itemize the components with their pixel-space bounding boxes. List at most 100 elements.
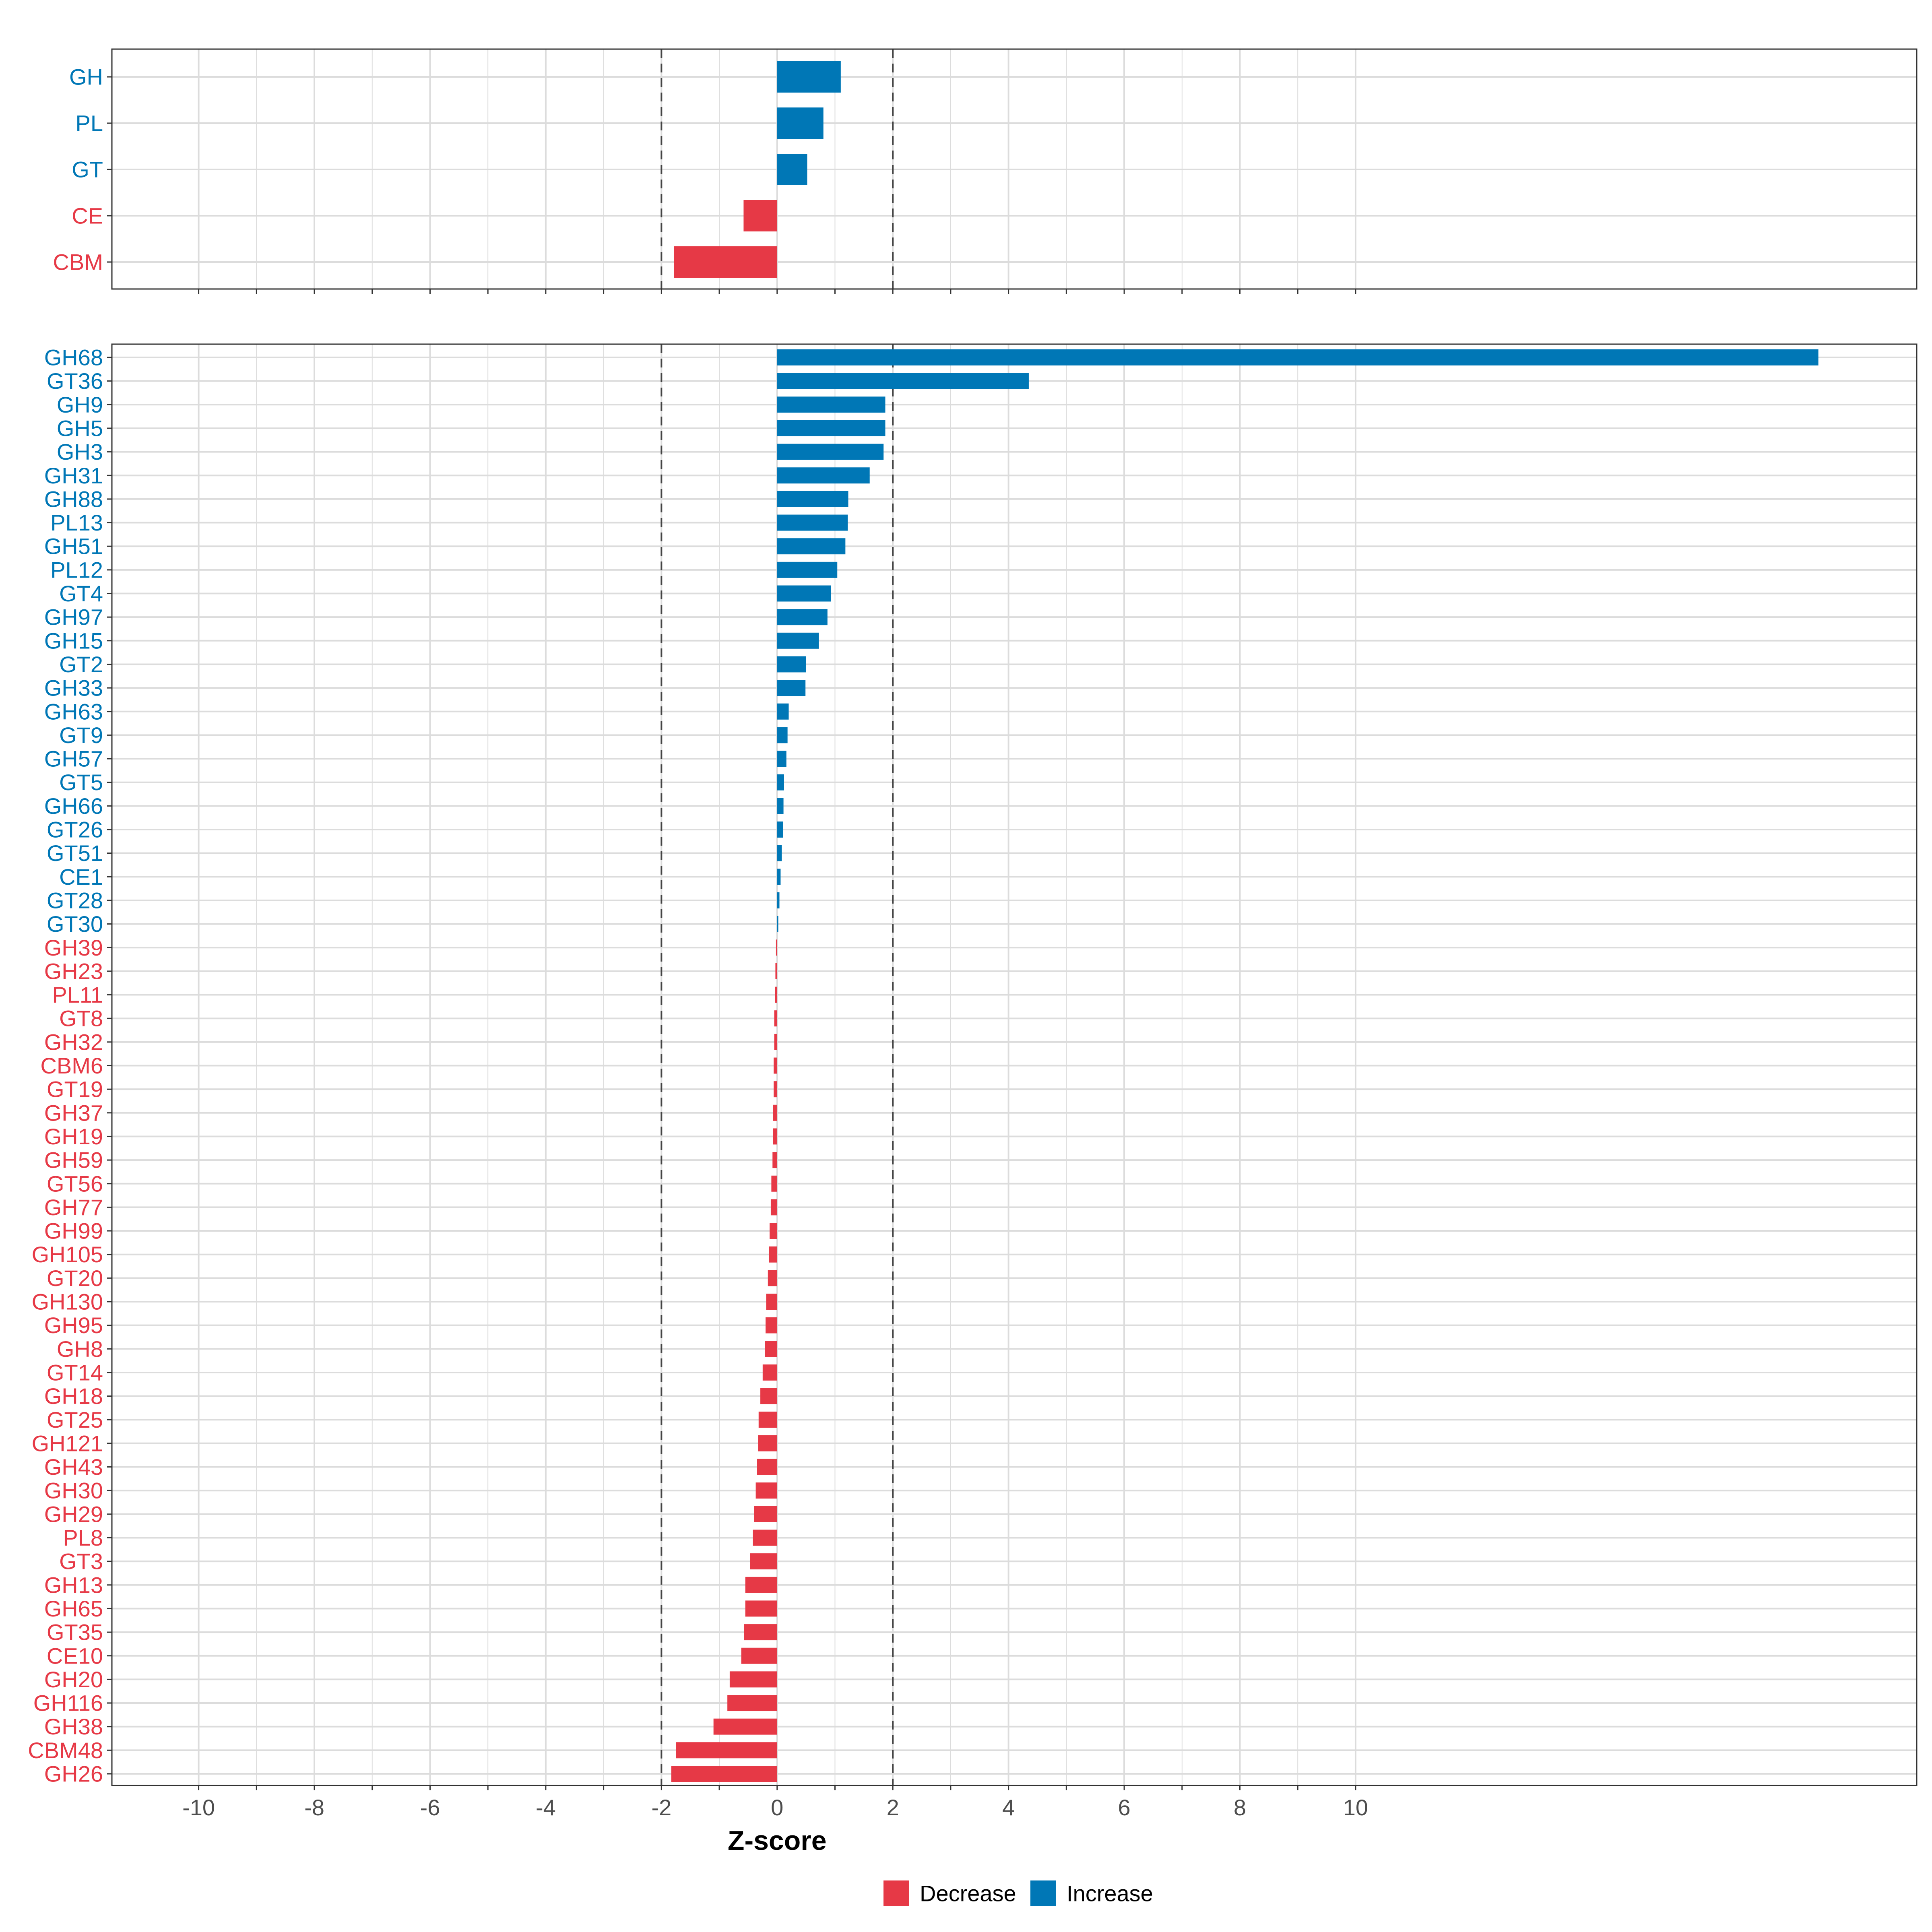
bottom-bar-gh59 <box>772 1152 777 1168</box>
bottom-bar-gh26 <box>671 1766 777 1782</box>
bottom-category-label: GH43 <box>44 1454 103 1480</box>
bottom-category-label: GH31 <box>44 463 103 488</box>
bottom-category-label: GT28 <box>47 888 103 913</box>
x-tick-label: -10 <box>182 1795 215 1820</box>
bottom-bar-gh15 <box>777 632 819 649</box>
top-category-label: GT <box>72 157 103 182</box>
bottom-category-label: GT9 <box>59 722 103 748</box>
bottom-bar-ce1 <box>777 869 781 885</box>
bottom-category-label: GH63 <box>44 699 103 724</box>
top-bar-gh <box>777 61 841 93</box>
bottom-bar-gt20 <box>768 1270 777 1286</box>
bottom-bar-gt9 <box>777 727 788 743</box>
bottom-bar-gt8 <box>774 1010 777 1027</box>
bottom-category-label: GH5 <box>57 415 103 441</box>
bottom-bar-gt19 <box>774 1081 777 1098</box>
top-panel-border <box>111 48 1918 290</box>
bottom-category-label: GH13 <box>44 1572 103 1598</box>
bottom-category-label: GT36 <box>47 368 103 394</box>
bottom-category-label: GH18 <box>44 1383 103 1409</box>
bottom-bar-gh9 <box>777 396 886 413</box>
bottom-category-label: GH59 <box>44 1148 103 1173</box>
bottom-bar-gh99 <box>770 1223 777 1239</box>
x-tick-label: -6 <box>420 1795 440 1820</box>
bottom-bar-pl11 <box>775 987 777 1003</box>
bottom-bar-gh20 <box>729 1671 777 1688</box>
bottom-category-label: PL11 <box>52 982 103 1007</box>
top-category-label: GH <box>69 64 103 90</box>
bottom-category-label: GH37 <box>44 1100 103 1125</box>
bottom-category-label: GH51 <box>44 534 103 559</box>
x-tick-label: 8 <box>1234 1795 1246 1820</box>
bottom-bar-gh88 <box>777 491 848 507</box>
bottom-bar-gh65 <box>745 1600 777 1617</box>
bottom-category-label: GT35 <box>47 1620 103 1645</box>
bottom-bar-gh51 <box>777 538 846 555</box>
bottom-bar-gh32 <box>774 1034 777 1050</box>
x-tick-label: 6 <box>1118 1795 1130 1820</box>
bottom-bar-gh39 <box>776 939 777 956</box>
bottom-category-label: PL8 <box>63 1525 103 1550</box>
bottom-bar-gh23 <box>775 963 777 979</box>
bottom-category-label: GH23 <box>44 958 103 984</box>
x-axis: -10 -8 -6 -4 -2 0 2 4 6 8 10 <box>182 1795 1368 1820</box>
bottom-category-label: GH38 <box>44 1714 103 1739</box>
top-panel: GH PL GT CE CBM <box>53 48 1918 294</box>
bottom-bar-gh105 <box>769 1246 777 1263</box>
bottom-category-label: PL12 <box>50 557 103 582</box>
bottom-bar-gh30 <box>755 1482 777 1499</box>
bottom-category-label: GT4 <box>59 581 103 606</box>
bottom-category-label: CE1 <box>59 864 103 890</box>
bottom-category-label: GT51 <box>47 840 103 866</box>
bottom-category-label: GH19 <box>44 1124 103 1149</box>
bottom-bar-gh77 <box>770 1199 777 1216</box>
bottom-gridlines <box>112 344 1917 1785</box>
bottom-category-label: GH88 <box>44 486 103 512</box>
bottom-bar-gh29 <box>754 1506 777 1522</box>
bottom-category-label: GH29 <box>44 1501 103 1527</box>
top-category-label: PL <box>76 111 103 136</box>
legend-swatch-decrease <box>883 1880 909 1906</box>
bottom-category-label: GH30 <box>44 1478 103 1503</box>
bottom-bar-gh5 <box>777 420 886 436</box>
bottom-category-label: GH9 <box>57 392 103 417</box>
bottom-category-label: GH33 <box>44 675 103 701</box>
x-tick-label: -2 <box>651 1795 671 1820</box>
bottom-category-label: GH130 <box>32 1289 103 1315</box>
bottom-bar-gh38 <box>713 1718 777 1735</box>
bottom-category-label: GT25 <box>47 1407 103 1432</box>
bottom-bar-gh13 <box>745 1577 777 1593</box>
x-tick-label: 2 <box>887 1795 899 1820</box>
bottom-category-label: GT30 <box>47 911 103 937</box>
bottom-bar-gt2 <box>777 656 806 673</box>
x-tick-label: 0 <box>771 1795 783 1820</box>
bottom-category-label: GH97 <box>44 605 103 630</box>
bottom-bar-pl12 <box>777 561 838 578</box>
bottom-category-label: GH57 <box>44 746 103 772</box>
bottom-category-label: GH95 <box>44 1313 103 1338</box>
legend-swatch-increase <box>1030 1880 1056 1906</box>
bottom-panel-border <box>111 343 1918 1786</box>
bottom-category-label: GT14 <box>47 1360 103 1385</box>
bottom-bar-gh43 <box>757 1459 777 1475</box>
bottom-category-label: GH65 <box>44 1596 103 1621</box>
bottom-bar-gh3 <box>777 444 884 460</box>
bottom-category-label: CBM48 <box>28 1738 103 1763</box>
bottom-bar-gh18 <box>760 1388 777 1404</box>
bottom-category-label: GH68 <box>44 345 103 370</box>
legend: Decrease Increase <box>883 1880 1153 1906</box>
bottom-category-label: GT56 <box>47 1171 103 1196</box>
bottom-bar-gt4 <box>777 585 831 602</box>
bottom-category-label: GH99 <box>44 1218 103 1244</box>
bottom-category-label: GH32 <box>44 1029 103 1055</box>
top-bar-pl <box>777 107 824 139</box>
bottom-category-label: GH121 <box>32 1430 103 1456</box>
bottom-bar-gt35 <box>744 1624 777 1641</box>
bottom-bar-gt56 <box>771 1175 777 1192</box>
top-bar-gt <box>777 154 807 185</box>
bottom-bar-gh116 <box>727 1695 777 1711</box>
bottom-category-label: GT26 <box>47 817 103 842</box>
bottom-bar-gt26 <box>777 822 783 838</box>
bottom-bar-gt51 <box>777 845 782 861</box>
